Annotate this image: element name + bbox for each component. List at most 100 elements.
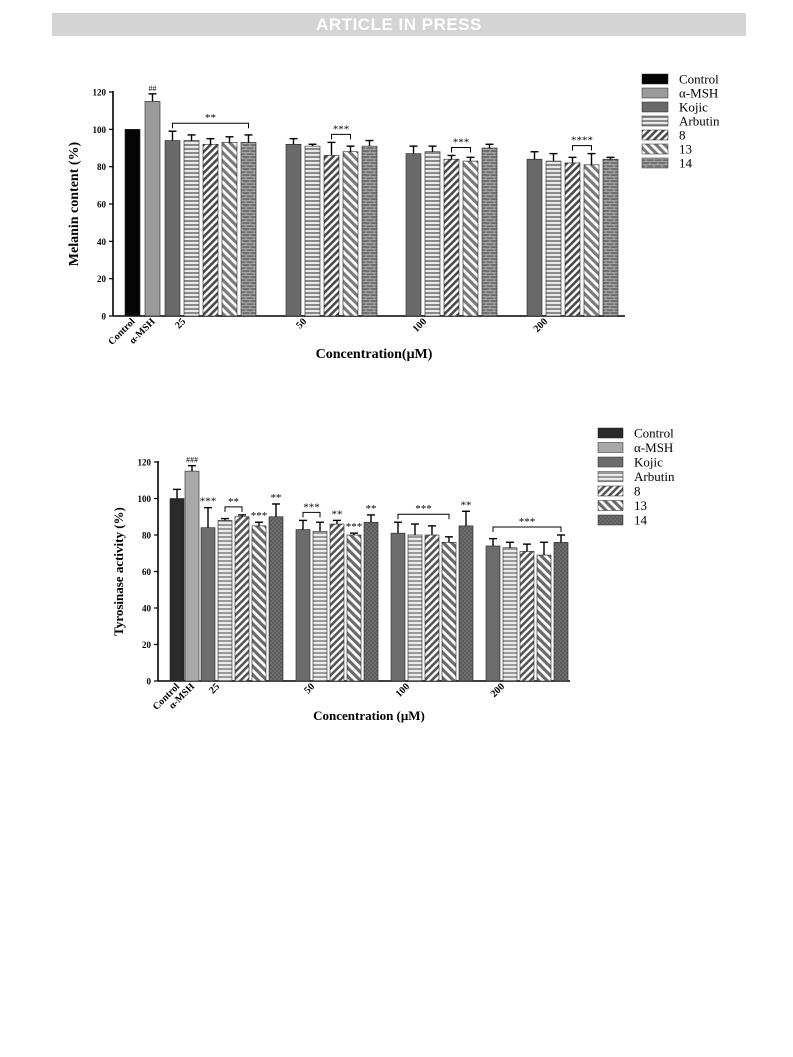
bar-alpha-msh (144, 101, 161, 317)
y-tick-label: 20 (142, 640, 152, 650)
bar-8-100 (424, 534, 440, 682)
bar-arbutin-50 (304, 145, 321, 317)
legend-swatch-control (597, 427, 624, 439)
bar-14-100 (458, 525, 474, 682)
bar-annotation-25-13: *** (251, 510, 268, 522)
x-axis-title: Concentration (μM) (313, 708, 425, 723)
x-group-label-25: 25 (173, 316, 188, 331)
y-axis-title: Tyrosinase activity (%) (111, 507, 126, 636)
legend-swatch-13 (641, 143, 669, 155)
significance-label-100: *** (415, 503, 432, 515)
bar-8-50 (323, 155, 340, 317)
bar-arbutin-25 (217, 520, 233, 682)
significance-bracket-25 (172, 122, 249, 129)
legend-swatch-kojic (641, 101, 669, 113)
bar-13-200 (536, 554, 552, 682)
x-group-label-50: 50 (302, 681, 317, 696)
bar-kojic-25 (164, 140, 181, 317)
legend-swatch-14 (641, 157, 669, 169)
significance-bracket-50 (331, 133, 351, 140)
x-group-label-25: 25 (207, 681, 222, 696)
significance-bracket-200 (492, 526, 562, 532)
legend-swatch-8 (641, 129, 669, 141)
bar-alpha-msh (184, 470, 200, 682)
significance-label-50: *** (303, 501, 320, 513)
bar-arbutin-100 (424, 151, 441, 317)
y-tick-label: 100 (93, 125, 107, 135)
bar-arbutin-25 (183, 140, 200, 317)
bar-arbutin-50 (312, 531, 328, 682)
bar-14-200 (553, 541, 569, 682)
y-tick-label: 80 (142, 531, 152, 541)
significance-bracket-25 (224, 506, 243, 512)
bar-8-100 (443, 158, 460, 317)
bar-kojic-200 (526, 158, 543, 317)
bar-14-25 (268, 516, 284, 682)
y-tick-label: 0 (102, 312, 107, 322)
legend-swatch-arbutin (641, 115, 669, 127)
y-tick-label: 40 (97, 237, 107, 247)
bar-annotation-100-14: ** (461, 499, 472, 511)
bar-13-50 (342, 151, 359, 317)
y-tick-label: 20 (97, 274, 107, 284)
bar-8-25 (234, 516, 250, 682)
bar-14-50 (361, 145, 378, 317)
bar-annotation-25-14: ** (271, 492, 282, 504)
y-axis-title: Melanin content (%) (67, 141, 82, 266)
bar-8-200 (519, 551, 535, 682)
legend-swatch-arbutin (597, 471, 624, 482)
x-group-label-50: 50 (294, 316, 309, 331)
bar-kojic-50 (285, 143, 302, 317)
legend-swatch-8 (597, 485, 624, 497)
bar-kojic-100 (405, 153, 422, 317)
bar-arbutin-200 (545, 160, 562, 317)
bar-kojic-25 (200, 527, 216, 682)
significance-label-25: ** (228, 496, 239, 508)
y-tick-label: 120 (138, 458, 152, 468)
legend-label-control: Control (679, 72, 719, 87)
significance-bracket-50 (302, 511, 321, 518)
x-axis-title: Concentration(μM) (316, 347, 433, 362)
legend-label-msh: α-MSH (679, 86, 718, 101)
bar-13-100 (441, 541, 457, 682)
significance-label-200: **** (571, 135, 593, 147)
significance-bracket-200 (572, 145, 592, 151)
legend-label-arbutin: Arbutin (634, 469, 675, 484)
x-group-label-200: 200 (532, 316, 550, 334)
bar-8-200 (564, 162, 581, 317)
bar-14-50 (363, 521, 379, 682)
y-tick-label: 40 (142, 604, 152, 614)
bar-13-25 (221, 142, 238, 317)
bar-8-50 (329, 523, 345, 682)
bar-annotation-50-8: ** (332, 508, 343, 520)
bar-annotation-25-kojic: *** (200, 496, 217, 508)
y-tick-label: 60 (97, 200, 107, 210)
legend-swatch-kojic (597, 456, 624, 468)
x-group-label-200: 200 (489, 681, 507, 699)
bar-13-25 (251, 525, 267, 682)
bar-14-200 (602, 158, 619, 317)
bar-14-25 (240, 142, 257, 317)
melanin-content-chart: 0 20 40 60 80 100 120 Melanin content (%) Concen… (67, 72, 720, 363)
bar-14-100 (481, 147, 498, 317)
article-in-press-banner: ARTICLE IN PRESS (52, 13, 746, 36)
legend-label-arbutin: Arbutin (679, 114, 720, 129)
bar-arbutin-200 (502, 547, 518, 682)
legend-label-14: 14 (679, 156, 693, 171)
significance-label-100: *** (453, 136, 470, 148)
legend-label-8: 8 (679, 128, 686, 143)
legend-swatch-control (641, 73, 669, 85)
y-tick-label: 60 (142, 567, 152, 577)
bar-kojic-50 (295, 529, 311, 682)
y-tick-label: 100 (138, 494, 152, 504)
bar-annotation-50-14: ** (366, 503, 377, 515)
x-group-label-100: 100 (394, 681, 412, 699)
significance-bracket-100 (397, 513, 450, 520)
y-tick-label: 0 (147, 677, 152, 687)
bar-arbutin-100 (407, 534, 423, 682)
significance-bracket-100 (451, 146, 471, 153)
legend-label-8: 8 (634, 484, 641, 499)
legend-label-control: Control (634, 426, 674, 441)
significance-label-200: *** (519, 516, 536, 528)
legend-label-13: 13 (634, 498, 647, 513)
